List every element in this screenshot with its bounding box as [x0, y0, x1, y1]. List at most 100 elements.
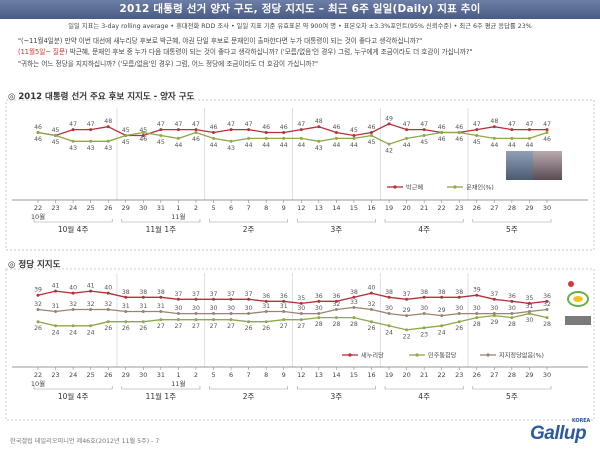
saenuri-mark: [568, 281, 574, 287]
data-point: [229, 128, 233, 132]
data-point: [54, 133, 58, 137]
data-point: [106, 291, 110, 295]
x-tick-label: 23: [455, 371, 463, 379]
data-point: [212, 318, 216, 322]
data-point: [299, 318, 303, 322]
data-point: [141, 131, 145, 135]
data-point: [141, 133, 145, 137]
week-label: 5주: [506, 392, 518, 401]
data-label: 39: [473, 287, 481, 294]
data-point: [282, 310, 286, 314]
data-label: 37: [192, 291, 200, 298]
data-point: [405, 314, 409, 318]
data-label: 29: [490, 319, 498, 326]
series-line-2: [37, 306, 548, 317]
data-label: 45: [52, 139, 60, 146]
data-label: 46: [455, 124, 463, 131]
data-label: 45: [157, 139, 165, 146]
data-label: 30: [490, 305, 498, 312]
data-label: 28: [543, 321, 551, 328]
data-point: [369, 131, 373, 135]
x-tick-label: 30: [139, 204, 147, 212]
x-tick-label: 29: [525, 371, 533, 379]
data-point: [176, 128, 180, 132]
x-tick-label: 2: [194, 204, 198, 212]
x-tick-label: 6: [229, 204, 233, 212]
data-point: [422, 312, 426, 316]
data-point: [176, 318, 180, 322]
week-label: 3주: [331, 392, 343, 401]
data-label: 36: [280, 293, 288, 300]
data-label: 47: [543, 121, 551, 128]
week-label: 3주: [331, 225, 343, 234]
data-point: [71, 291, 75, 295]
x-tick-label: 23: [51, 204, 59, 212]
data-point: [229, 297, 233, 301]
data-label: 26: [122, 325, 130, 332]
data-point: [264, 136, 268, 140]
data-label: 26: [104, 325, 112, 332]
x-tick-label: 23: [51, 371, 59, 379]
data-point: [352, 295, 356, 299]
data-point: [212, 312, 216, 316]
data-label: 31: [262, 303, 270, 310]
data-label: 46: [455, 136, 463, 143]
x-tick-label: 19: [385, 371, 393, 379]
data-point: [264, 320, 268, 324]
data-point: [247, 128, 251, 132]
data-point: [299, 312, 303, 316]
x-tick-label: 25: [87, 204, 95, 212]
data-point: [264, 310, 268, 314]
data-label: 32: [368, 301, 376, 308]
data-point: [159, 295, 163, 299]
data-point: [405, 328, 409, 332]
data-label: 24: [87, 329, 95, 336]
data-point: [510, 136, 514, 140]
data-point: [527, 136, 531, 140]
x-month-label: 10월: [31, 379, 45, 388]
data-label: 45: [52, 127, 60, 134]
data-label: 44: [210, 142, 218, 149]
week-label: 11월 1주: [146, 224, 177, 234]
data-point: [422, 133, 426, 137]
series-line-1: [37, 312, 548, 331]
x-tick-label: 8: [264, 371, 268, 379]
data-label: 38: [157, 289, 165, 296]
question-2-prefix: (11월5일~ 질문): [18, 48, 68, 56]
data-label: 30: [174, 305, 182, 312]
data-label: 31: [52, 303, 60, 310]
data-label: 28: [350, 321, 358, 328]
data-label: 44: [332, 142, 340, 149]
legend-label: 문재인(%): [466, 183, 494, 191]
data-label: 37: [245, 291, 253, 298]
data-label: 44: [490, 142, 498, 149]
data-label: 27: [280, 323, 288, 330]
data-label: 38: [122, 289, 130, 296]
data-label: 37: [403, 291, 411, 298]
x-tick-label: 22: [34, 371, 42, 379]
data-label: 27: [297, 323, 305, 330]
x-tick-label: 20: [402, 371, 410, 379]
data-point: [352, 305, 356, 309]
data-point: [159, 133, 163, 137]
data-label: 47: [420, 121, 428, 128]
data-point: [282, 136, 286, 140]
week-label: 2주: [243, 392, 255, 401]
data-point: [334, 299, 338, 303]
x-tick-label: 27: [490, 204, 498, 212]
data-point: [422, 295, 426, 299]
data-point: [124, 133, 128, 137]
x-tick-label: 24: [69, 371, 77, 379]
data-label: 38: [385, 289, 393, 296]
data-point: [352, 316, 356, 320]
data-point: [492, 297, 496, 301]
data-label: 31: [139, 303, 147, 310]
week-bracket: [296, 386, 376, 390]
minju-mark: [573, 296, 583, 302]
data-label: 36: [543, 293, 551, 300]
data-point: [405, 297, 409, 301]
data-point: [475, 312, 479, 316]
x-month-label: 11월: [171, 212, 185, 221]
legend-label: 박근혜: [406, 183, 423, 191]
